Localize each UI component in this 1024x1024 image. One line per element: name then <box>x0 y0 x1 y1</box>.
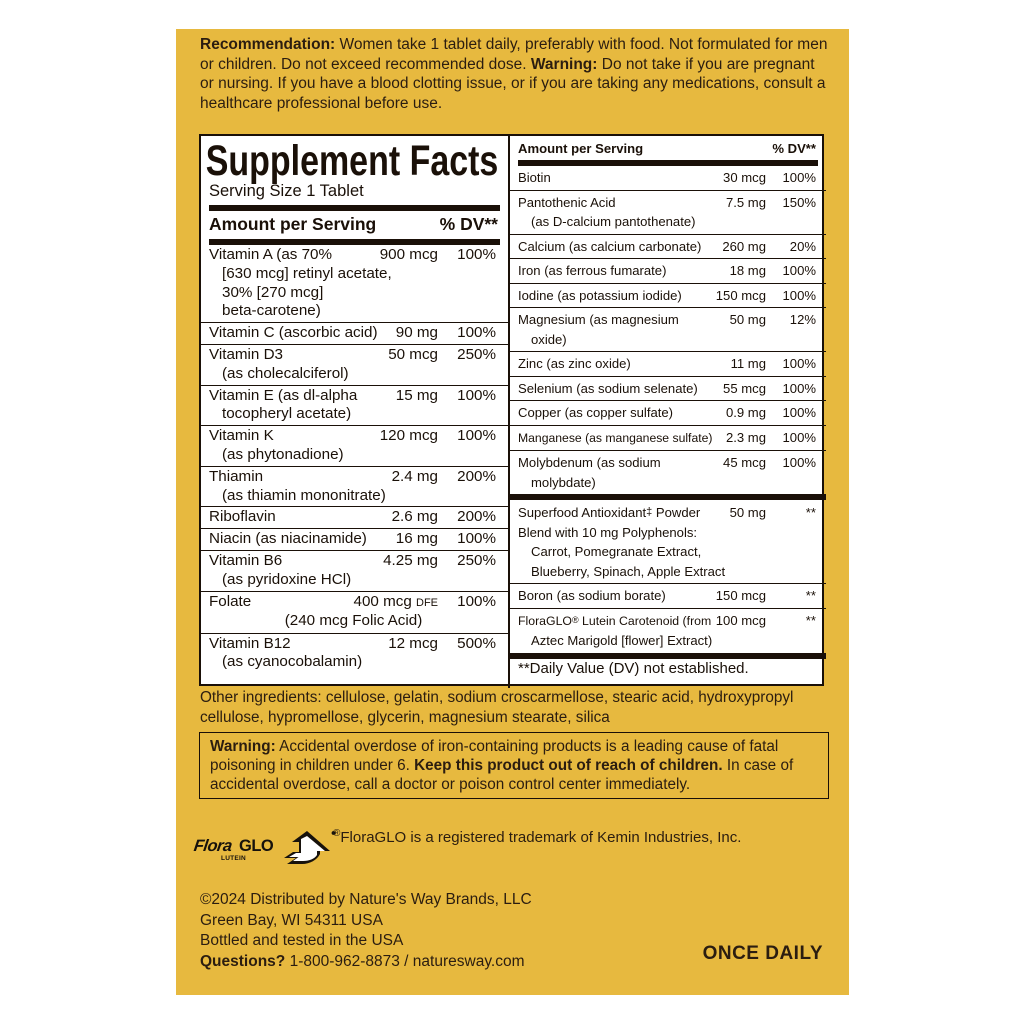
svg-text:GLO: GLO <box>239 837 274 855</box>
svg-text:LUTEIN: LUTEIN <box>221 855 246 862</box>
svg-text:Flora: Flora <box>193 836 234 855</box>
